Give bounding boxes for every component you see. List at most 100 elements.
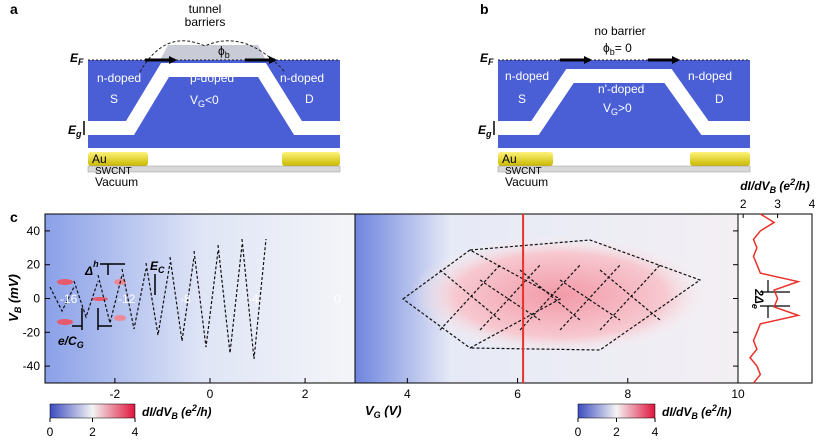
text: VG>0 xyxy=(603,101,632,117)
text: Eg xyxy=(478,123,492,139)
text: B xyxy=(691,411,698,421)
charge-label: -16 xyxy=(60,292,78,306)
colorbar-label: dI/dVB (e2/h) xyxy=(142,403,212,421)
x-tick-label: 4 xyxy=(404,387,411,401)
x-tick-label: -2 xyxy=(110,387,121,401)
text: SWCNT xyxy=(505,166,542,177)
text: Vacuum xyxy=(505,175,548,189)
text: dI/dV xyxy=(142,405,172,419)
text: 2 xyxy=(789,177,795,187)
colorbar xyxy=(49,403,136,419)
x-tick-label: 3 xyxy=(774,197,781,211)
colorbar-tick-label: 4 xyxy=(652,425,659,439)
text: E xyxy=(68,123,77,137)
text: (V) xyxy=(381,403,402,418)
text: Δ xyxy=(84,264,93,278)
text: n-doped xyxy=(97,71,141,85)
text: 2 xyxy=(191,403,197,413)
charge-label: -4 xyxy=(248,292,259,306)
x-tick-label: 2 xyxy=(302,387,309,401)
text: e/C xyxy=(58,334,77,348)
heatmap-feature xyxy=(57,279,73,285)
text: >0 xyxy=(618,101,632,115)
text: G xyxy=(611,107,618,117)
text: n-doped xyxy=(688,69,732,83)
text: ϕb xyxy=(218,44,230,60)
spectrum-title: dI/dVB (e2/h) xyxy=(740,177,810,195)
text: p-doped xyxy=(190,71,234,85)
text: D xyxy=(715,92,724,106)
text: G xyxy=(374,410,381,420)
panel-label: b xyxy=(480,1,489,17)
text: no barrier xyxy=(594,24,645,38)
text: n-doped xyxy=(280,71,324,85)
text: V xyxy=(603,101,611,115)
annotation: e/CG xyxy=(58,334,84,350)
text: S xyxy=(518,92,526,106)
heatmap-feature xyxy=(92,297,108,301)
x-axis-label: VG (V) xyxy=(365,403,402,420)
panel-label: c xyxy=(10,209,18,225)
y-tick-label: 40 xyxy=(27,224,41,238)
heatmap-feature xyxy=(57,319,73,325)
text: E xyxy=(70,51,79,65)
diamonds xyxy=(49,238,702,360)
text: C xyxy=(158,265,165,275)
text: dI/dV xyxy=(662,405,692,419)
text: V xyxy=(6,312,21,322)
nanotube xyxy=(497,165,751,173)
text: E xyxy=(480,51,489,65)
text: G xyxy=(77,340,84,350)
y-tick-label: -20 xyxy=(23,325,41,339)
text: /h) xyxy=(196,405,212,419)
text: F xyxy=(78,57,84,67)
text: g xyxy=(75,129,82,139)
text: EF xyxy=(70,51,84,67)
text: 2 xyxy=(711,403,717,413)
colorbar-tick-label: 2 xyxy=(613,425,620,439)
colorbar-tick-label: 0 xyxy=(47,425,54,439)
text: (e xyxy=(698,405,712,419)
text: n-doped xyxy=(505,69,549,83)
text: V xyxy=(365,403,375,418)
text: b xyxy=(225,50,230,60)
y-tick-label: 0 xyxy=(33,292,40,306)
barrier xyxy=(160,45,266,60)
panel-b: b no barrier ϕb= 0 EF n-doped n'-doped n… xyxy=(478,1,751,189)
electrode xyxy=(498,152,553,166)
text: Eg xyxy=(68,123,82,139)
x-tick-label: 4 xyxy=(809,197,816,211)
text: dI/dV xyxy=(740,179,770,193)
band-gap xyxy=(88,63,340,135)
text: G xyxy=(198,99,205,109)
tunnel-curve xyxy=(139,40,286,73)
x-tick-label: 0 xyxy=(207,387,214,401)
text: b xyxy=(610,47,615,57)
panel-a: a tunnel barriers ϕb EF n-doped p-doped … xyxy=(10,1,341,189)
colorbar-label: dI/dVB (e2/h) xyxy=(662,403,732,421)
text: barriers xyxy=(185,15,226,29)
text: B xyxy=(171,411,178,421)
annotation: EC xyxy=(150,259,165,275)
text: (e xyxy=(776,179,790,193)
x-tick-label: 10 xyxy=(731,387,745,401)
colorbar xyxy=(577,403,656,419)
text: B xyxy=(13,306,23,313)
x-tick-label: 2 xyxy=(740,197,747,211)
text: D xyxy=(305,92,314,106)
panel-c: c -16 -12 -8 -4 0 Δh EC e/CG VB (mV) VG … xyxy=(6,177,813,421)
text: E xyxy=(478,123,487,137)
text: tunnel xyxy=(189,2,222,16)
colorbar-tick-label: 0 xyxy=(575,425,582,439)
text: /h) xyxy=(794,179,810,193)
x-tick-label: 8 xyxy=(624,387,631,401)
text: 2Δ xyxy=(752,288,766,304)
text: VG<0 xyxy=(190,93,219,109)
text: ϕb= 0 xyxy=(603,41,632,57)
y-tick-label: 20 xyxy=(27,258,41,272)
text: ϕ xyxy=(603,41,610,55)
colorbar-tick-label: 4 xyxy=(132,425,139,439)
electrode xyxy=(282,152,340,166)
electrode xyxy=(88,152,148,166)
